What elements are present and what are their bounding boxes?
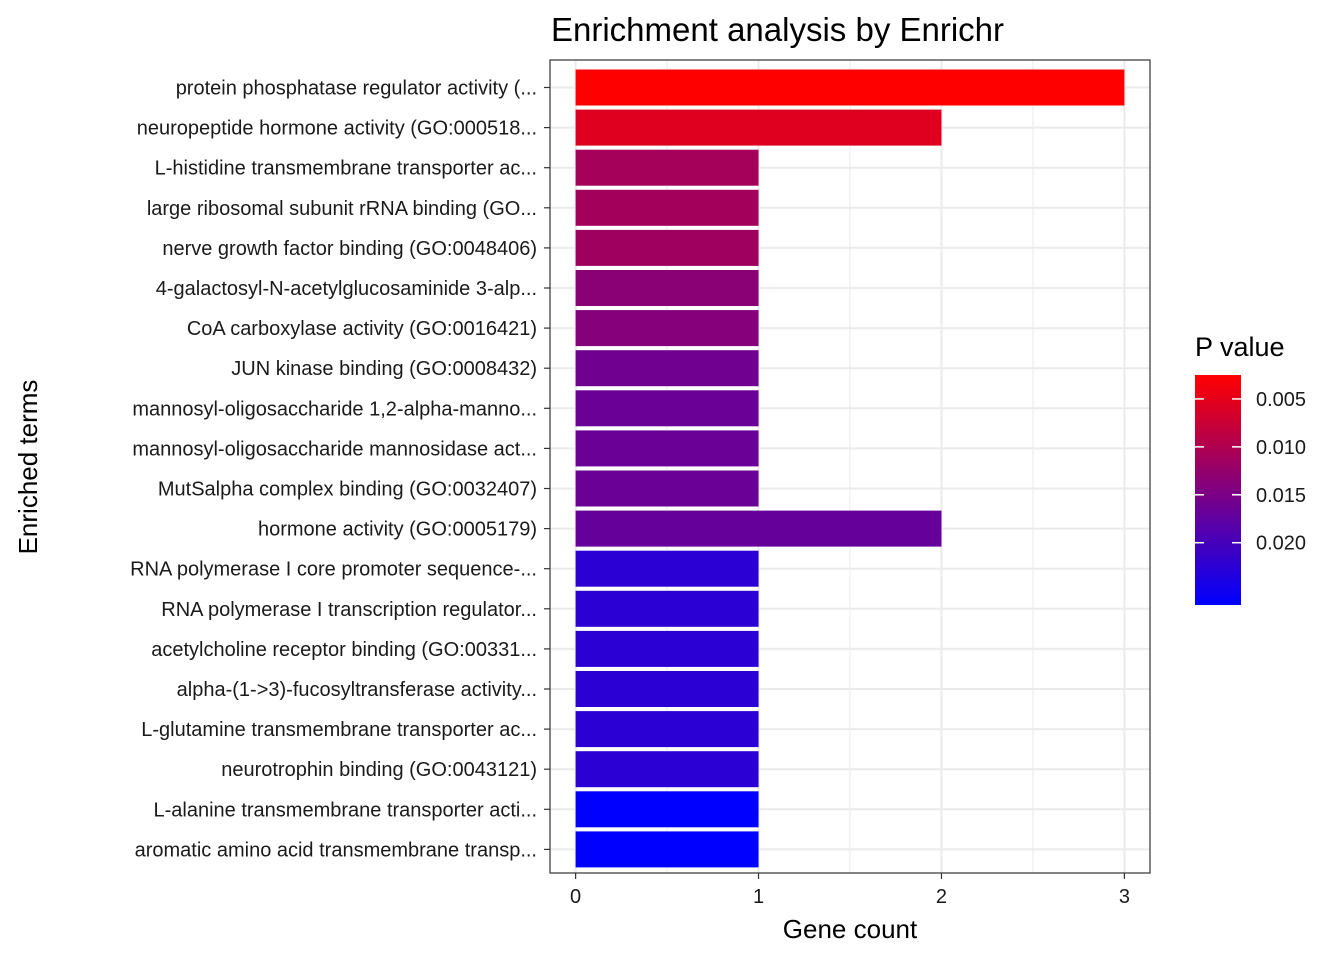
bar — [575, 831, 759, 868]
y-tick-label: hormone activity (GO:0005179) — [258, 519, 537, 541]
bar — [575, 470, 759, 507]
legend-title: P value — [1195, 332, 1285, 362]
legend-tick-label: 0.015 — [1256, 485, 1306, 507]
y-tick-label: large ribosomal subunit rRNA binding (GO… — [147, 198, 537, 220]
x-tick-label: 2 — [936, 886, 947, 908]
legend-colorbar — [1195, 375, 1241, 605]
y-tick-label: JUN kinase binding (GO:0008432) — [231, 358, 537, 380]
bar — [575, 630, 759, 667]
plot-title: Enrichment analysis by Enrichr — [551, 11, 1004, 48]
bar — [575, 550, 759, 587]
y-tick-label: aromatic amino acid transmembrane transp… — [135, 839, 537, 861]
bar — [575, 109, 942, 146]
legend-ticks: 0.005 0.010 0.015 0.020 — [1195, 389, 1306, 555]
bar — [575, 791, 759, 828]
bar — [575, 590, 759, 627]
y-tick-label: mannosyl-oligosaccharide mannosidase act… — [132, 438, 537, 460]
bar — [575, 149, 759, 186]
bar — [575, 270, 759, 306]
y-tick-label: protein phosphatase regulator activity (… — [176, 78, 537, 100]
bar-layer — [575, 69, 1125, 868]
bar — [575, 751, 759, 788]
y-tick-label: CoA carboxylase activity (GO:0016421) — [187, 318, 537, 340]
x-axis-title: Gene count — [783, 914, 918, 944]
y-axis-title: Enriched terms — [13, 380, 43, 555]
legend: P value 0.005 0.010 0.015 0.020 — [1195, 332, 1306, 605]
bar — [575, 69, 1125, 106]
x-tick-label: 3 — [1119, 886, 1130, 908]
x-axis: 0 1 2 3 — [570, 873, 1130, 908]
y-tick-label: acetylcholine receptor binding (GO:00331… — [151, 639, 537, 661]
panel-border — [549, 59, 1151, 874]
bar — [575, 189, 759, 226]
bar — [575, 310, 759, 347]
y-tick-label: RNA polymerase I core promoter sequence-… — [130, 559, 537, 581]
y-tick-label: L-glutamine transmembrane transporter ac… — [141, 719, 537, 741]
y-tick-label: neuropeptide hormone activity (GO:000518… — [137, 118, 537, 140]
bar — [575, 671, 759, 707]
y-tick-label: alpha-(1->3)-fucosyltransferase activity… — [177, 679, 537, 701]
y-tick-label: 4-galactosyl-N-acetylglucosaminide 3-alp… — [156, 278, 537, 300]
bar — [575, 711, 759, 748]
y-tick-label: L-alanine transmembrane transporter acti… — [153, 799, 537, 821]
y-tick-label: nerve growth factor binding (GO:0048406) — [162, 238, 537, 260]
legend-tick-label: 0.010 — [1256, 437, 1306, 459]
x-tick-label: 0 — [570, 886, 581, 908]
y-tick-label: RNA polymerase I transcription regulator… — [161, 599, 537, 621]
y-axis: protein phosphatase regulator activity (… — [130, 78, 550, 861]
y-tick-label: neurotrophin binding (GO:0043121) — [221, 759, 537, 781]
y-tick-label: mannosyl-oligosaccharide 1,2-alpha-manno… — [132, 398, 537, 420]
y-tick-label: MutSalpha complex binding (GO:0032407) — [158, 479, 537, 501]
y-tick-label: L-histidine transmembrane transporter ac… — [155, 158, 537, 180]
bar — [575, 390, 759, 427]
bar — [575, 430, 759, 467]
x-tick-label: 1 — [753, 886, 764, 908]
legend-tick-label: 0.005 — [1256, 389, 1306, 411]
bar — [575, 510, 942, 547]
legend-tick-label: 0.020 — [1256, 533, 1306, 555]
bar — [575, 229, 759, 266]
bar — [575, 350, 759, 387]
